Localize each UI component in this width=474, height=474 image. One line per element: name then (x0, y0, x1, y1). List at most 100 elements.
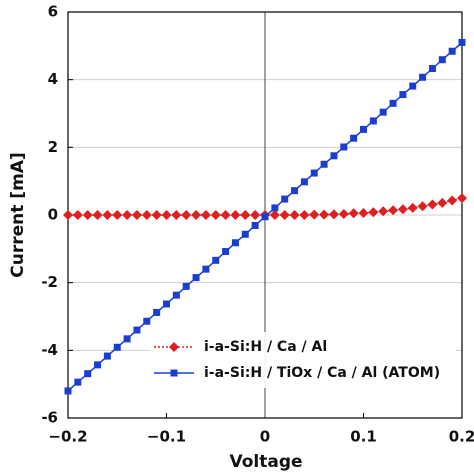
data-point (250, 210, 261, 220)
legend-marker (170, 369, 178, 377)
data-point (82, 210, 93, 220)
y-tick-label: -6 (41, 409, 58, 427)
data-point (94, 361, 102, 369)
data-point (200, 210, 211, 220)
data-point (457, 193, 467, 204)
x-tick-label: 0.1 (350, 428, 377, 446)
data-point (458, 38, 466, 46)
data-point (163, 300, 170, 308)
x-axis-label: Voltage (229, 452, 302, 472)
data-point (438, 56, 446, 64)
y-tick-label: 2 (48, 138, 58, 156)
data-point (369, 117, 377, 125)
data-point (289, 210, 300, 220)
data-point (379, 108, 387, 116)
data-point (192, 274, 200, 282)
data-point (328, 209, 339, 220)
data-point (360, 125, 367, 133)
data-point (279, 210, 290, 220)
data-point (320, 160, 328, 168)
data-point (291, 187, 299, 195)
x-tick-label: 0.2 (449, 428, 474, 446)
data-point (399, 91, 407, 99)
data-point (220, 210, 231, 220)
data-point (340, 143, 348, 151)
legend-marker (169, 342, 179, 352)
data-point (123, 335, 131, 343)
data-point (240, 210, 251, 220)
data-point (389, 99, 397, 107)
data-point (191, 210, 202, 220)
data-point (113, 343, 121, 351)
data-point (103, 352, 111, 360)
data-point (281, 195, 289, 203)
y-tick-label: 6 (48, 3, 58, 21)
data-point (397, 204, 408, 215)
data-point (409, 82, 417, 90)
data-point (330, 152, 338, 160)
data-point (241, 230, 249, 238)
data-point (133, 326, 141, 334)
data-point (388, 205, 399, 216)
data-point (74, 378, 82, 386)
legend-label: i-a-Si:H / TiOx / Ca / Al (ATOM) (204, 365, 440, 381)
y-tick-label: -4 (41, 341, 58, 359)
data-point (368, 207, 379, 218)
data-point (153, 308, 161, 316)
data-point (419, 73, 427, 81)
data-point (448, 47, 456, 55)
data-point (309, 209, 320, 220)
data-point (122, 210, 133, 220)
data-point (172, 291, 180, 299)
data-point (64, 387, 72, 395)
data-point (202, 265, 210, 273)
data-point (271, 204, 279, 212)
data-point (261, 213, 269, 221)
legend: i-a-Si:H / Ca / Al i-a-Si:H / TiOx / Ca /… (150, 332, 456, 388)
legend-box (150, 332, 456, 388)
data-point (319, 209, 330, 220)
y-tick-label: -2 (41, 273, 58, 291)
legend-label: i-a-Si:H / Ca / Al (204, 339, 327, 355)
data-point (269, 210, 280, 220)
data-point (143, 317, 151, 325)
data-point (428, 65, 436, 73)
data-point (299, 210, 310, 220)
data-point (358, 207, 369, 218)
data-point (131, 210, 142, 220)
y-axis-label: Current [mA] (8, 152, 28, 277)
data-point (63, 210, 73, 220)
data-point (72, 210, 83, 220)
data-point (350, 134, 358, 142)
x-tick-label: −0.1 (147, 428, 186, 446)
data-point (310, 169, 318, 177)
data-point (437, 197, 448, 208)
data-point (338, 208, 349, 219)
data-point (427, 199, 438, 210)
y-tick-label: 4 (48, 70, 58, 88)
data-point (92, 210, 103, 220)
data-point (447, 195, 458, 206)
data-point (210, 210, 221, 220)
data-point (222, 248, 230, 256)
y-tick-label: 0 (48, 206, 58, 224)
data-point (251, 221, 259, 229)
data-point (212, 256, 220, 264)
data-point (181, 210, 192, 220)
x-tick-label: −0.2 (48, 428, 87, 446)
data-point (378, 206, 389, 217)
data-point (300, 178, 308, 186)
data-point (112, 210, 123, 220)
data-point (161, 210, 172, 220)
data-point (230, 210, 241, 220)
data-point (417, 201, 428, 212)
data-point (231, 239, 239, 247)
data-point (102, 210, 113, 220)
data-point (141, 210, 152, 220)
x-tick-label: 0 (260, 428, 270, 446)
data-point (171, 210, 182, 220)
data-point (84, 370, 92, 378)
data-point (151, 210, 162, 220)
data-point (407, 202, 418, 213)
